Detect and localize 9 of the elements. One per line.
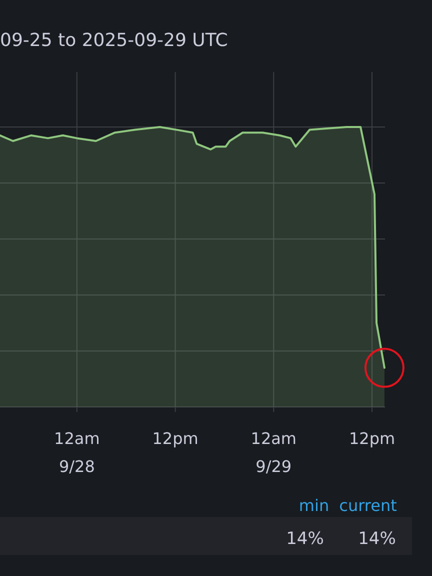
x-tick-label: 12am 9/29 bbox=[250, 429, 297, 476]
text: current bbox=[339, 496, 397, 515]
text: 14% bbox=[358, 529, 396, 549]
text: 14% bbox=[286, 529, 324, 549]
x-tick-label: 12am 9/28 bbox=[54, 429, 100, 476]
x-tick-label: 12pm bbox=[152, 429, 198, 448]
chart-title: 09-25 to 2025-09-29 UTC bbox=[0, 30, 228, 51]
x-tick-label: 12pm bbox=[348, 429, 396, 448]
text: min bbox=[298, 496, 330, 515]
